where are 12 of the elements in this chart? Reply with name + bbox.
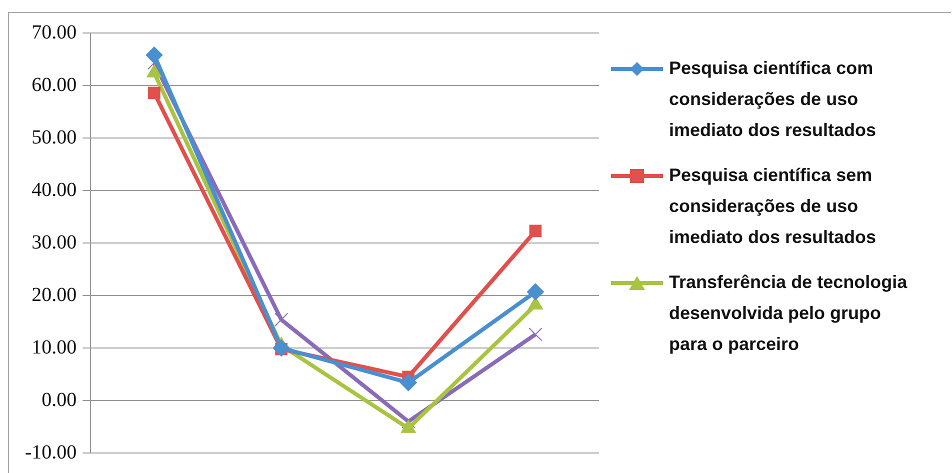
y-tick-label: 30.00 — [32, 231, 77, 254]
y-tick-label: 60.00 — [32, 74, 77, 96]
y-tick-label: 10.00 — [32, 336, 77, 358]
y-tick-label: -10.00 — [24, 441, 77, 464]
y-tick-label: 0.00 — [42, 388, 77, 411]
legend-label: Transferência de tecnologia desenvolvida pelo grupo para o parceiro — [669, 271, 908, 356]
y-tick-label: 40.00 — [32, 178, 77, 201]
y-tick-label: 50.00 — [32, 126, 77, 148]
y-tick-label: 70.00 — [32, 21, 77, 44]
y-tick-label: 20.00 — [32, 284, 77, 306]
legend-label: Pesquisa científica com considerações de uso imediato dos resultados — [669, 57, 878, 142]
legend-label: Pesquisa científica sem considerações de uso imediato dos resultados — [669, 164, 878, 249]
